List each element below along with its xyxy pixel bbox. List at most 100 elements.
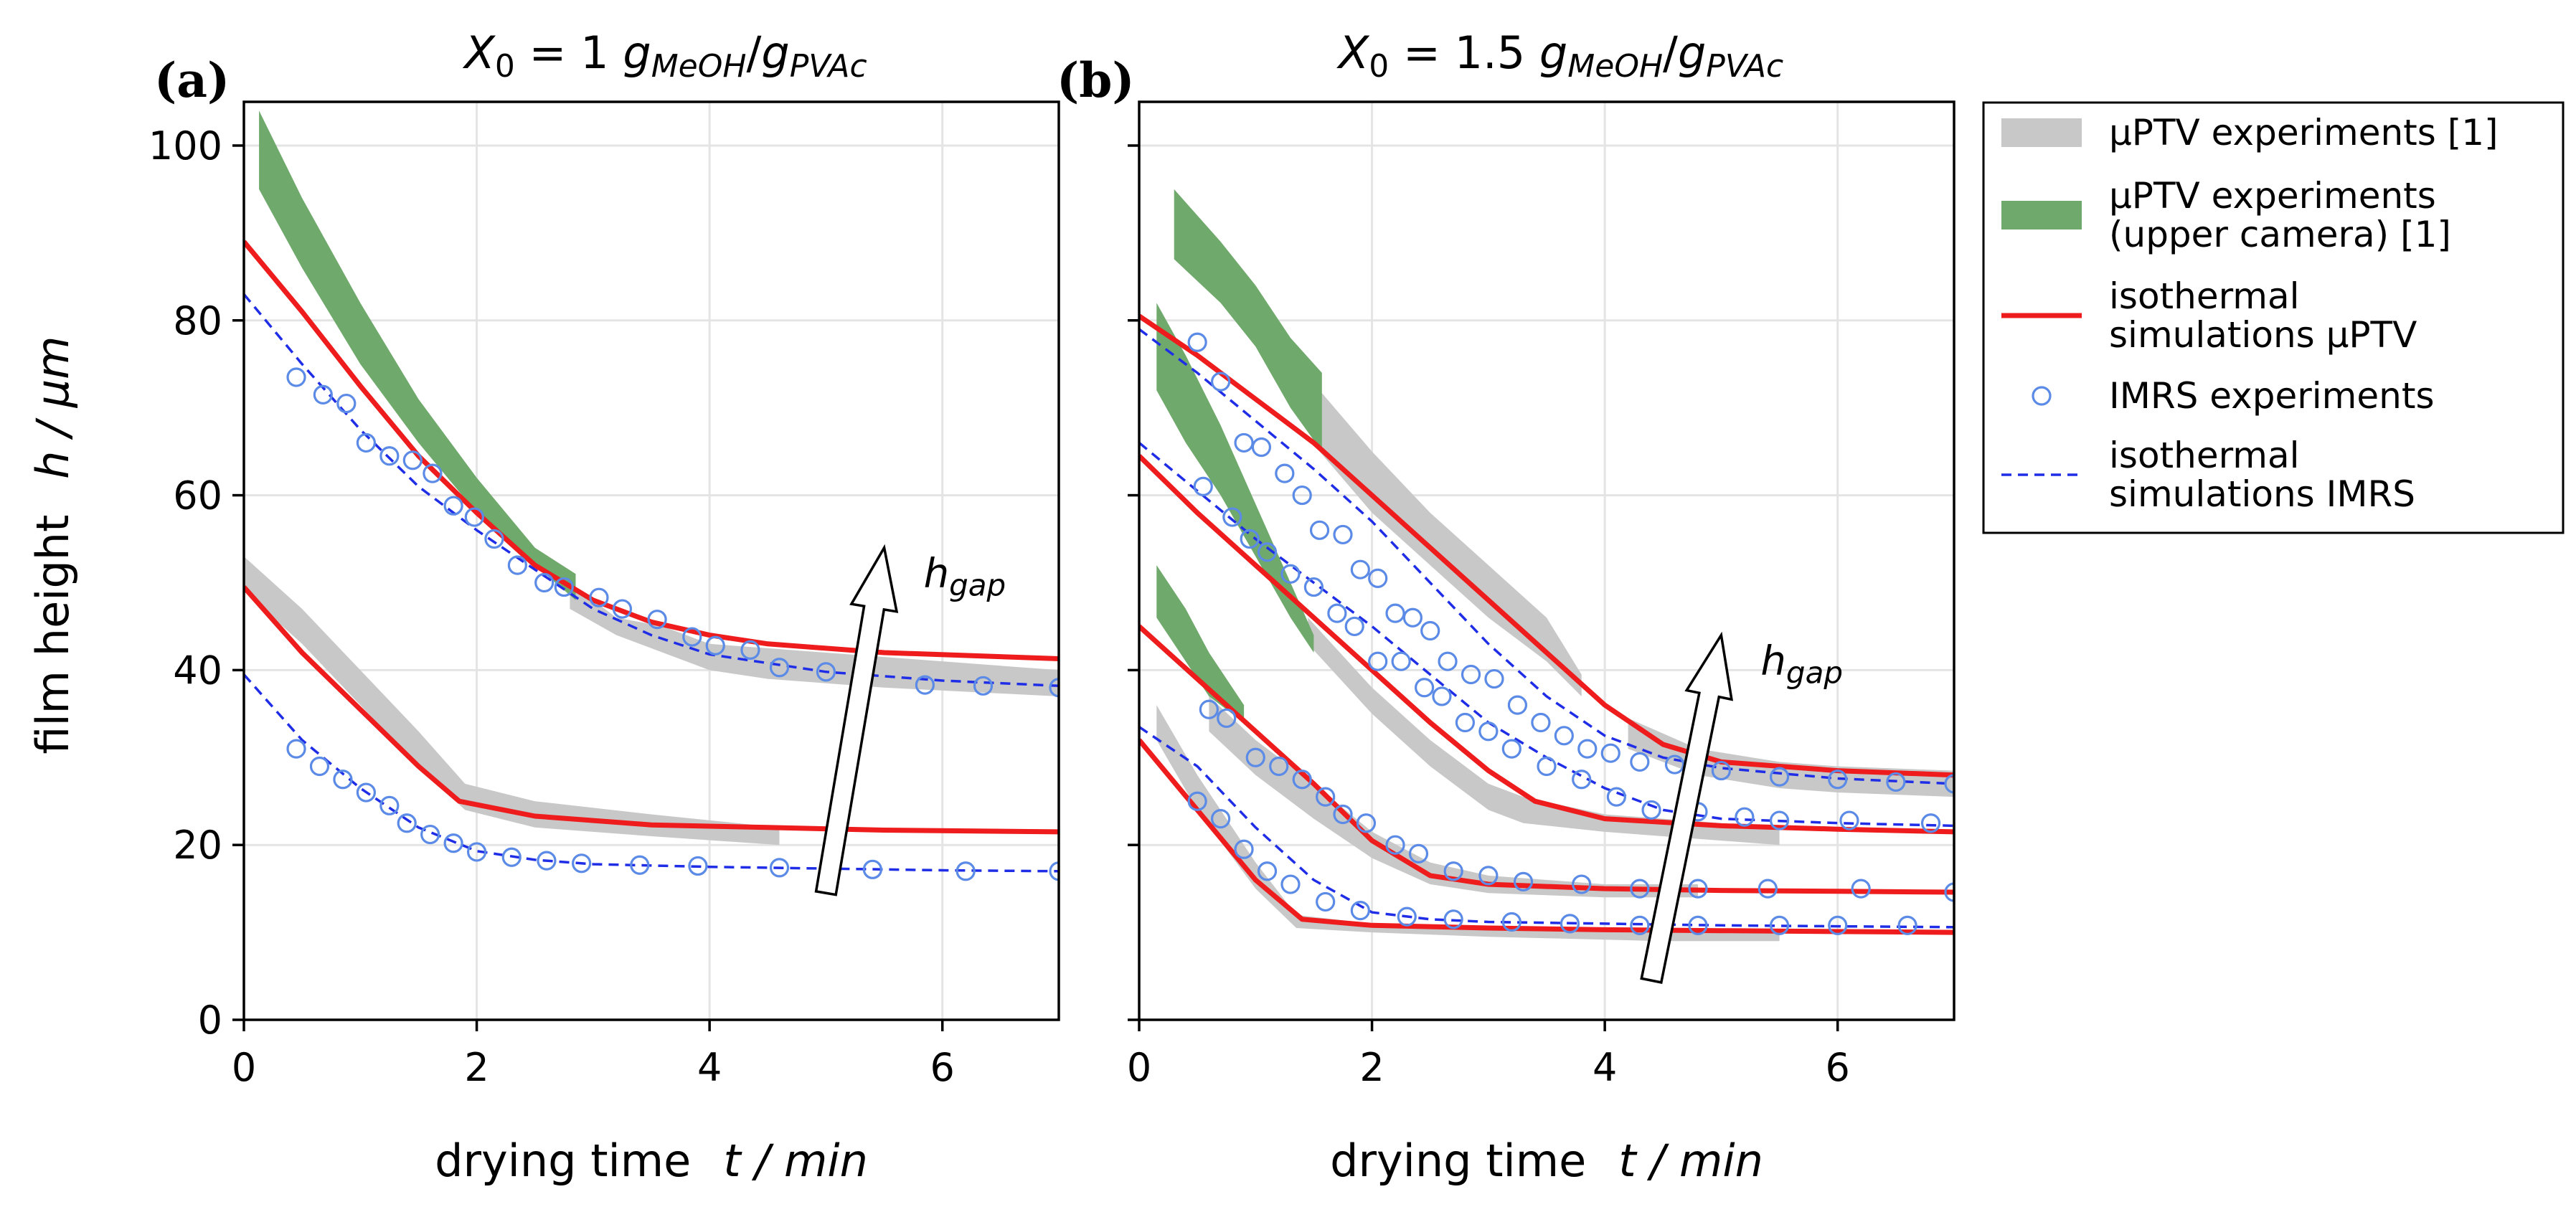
imrs-point xyxy=(336,393,357,414)
imrs-point xyxy=(1501,739,1521,759)
imrs-point xyxy=(769,658,790,678)
panel-label: (a) xyxy=(154,52,230,108)
imrs-point xyxy=(1461,664,1481,685)
imrs-point xyxy=(1049,678,1059,698)
imrs-point xyxy=(1664,754,1685,775)
imrs-point xyxy=(1257,542,1278,562)
imrs-point xyxy=(1217,708,1237,729)
uptv-experiment-band xyxy=(1319,390,1582,696)
imrs-point xyxy=(1443,861,1463,881)
imrs-point xyxy=(612,599,633,619)
imrs-point xyxy=(1222,507,1242,527)
imrs-point xyxy=(1280,564,1301,584)
imrs-point xyxy=(1501,912,1521,932)
y-tick-label: 40 xyxy=(173,648,222,693)
axes-frame xyxy=(242,100,1060,1021)
imrs-point xyxy=(501,847,522,867)
imrs-point xyxy=(507,555,527,575)
x-tick-label: 4 xyxy=(697,1045,722,1090)
imrs-point xyxy=(1688,915,1708,935)
imrs-point xyxy=(1886,772,1906,792)
imrs-point xyxy=(286,367,306,387)
imrs-point xyxy=(862,859,882,879)
imrs-point xyxy=(1234,839,1254,859)
imrs-point xyxy=(1897,915,1917,935)
imrs-point xyxy=(309,756,330,777)
imrs-point xyxy=(1368,651,1388,671)
panel-title: X0 = 1 gMeOH/gPVAc xyxy=(462,27,867,85)
imrs-point xyxy=(915,675,935,695)
legend: μPTV experiments [1] μPTV experiments(upp… xyxy=(1982,101,2565,534)
imrs-point xyxy=(420,824,440,845)
imrs-point xyxy=(1577,739,1598,759)
imrs-point xyxy=(1414,678,1435,698)
legend-swatch xyxy=(2032,386,2052,406)
y-tick-label: 80 xyxy=(173,298,222,344)
legend-label: μPTV experiments [1] xyxy=(2109,112,2499,153)
imrs-point xyxy=(1443,909,1463,929)
imrs-point xyxy=(1478,721,1499,742)
svg-text:film height h / μm: film height h / μm xyxy=(27,336,79,754)
imrs-point xyxy=(1199,699,1219,719)
imrs-point xyxy=(554,577,574,597)
imrs-point xyxy=(286,739,306,759)
imrs-point xyxy=(402,450,423,470)
hgap-arrow xyxy=(1640,631,1734,984)
imrs-point xyxy=(647,610,667,630)
uptv-experiment-band xyxy=(1628,718,1954,797)
imrs-point xyxy=(1316,787,1336,807)
imrs-point xyxy=(464,507,484,527)
imrs-point xyxy=(1234,432,1254,453)
simulation-imrs-line xyxy=(244,293,1059,688)
x-tick-label: 6 xyxy=(1826,1045,1850,1090)
y-axis-label-text: film height xyxy=(27,515,79,754)
imrs-point xyxy=(1385,835,1405,855)
imrs-point xyxy=(1828,770,1848,790)
imrs-point xyxy=(682,627,702,647)
x-tick-label: 0 xyxy=(1127,1045,1151,1090)
uptv-upper-camera-band xyxy=(1174,189,1322,452)
imrs-point xyxy=(333,770,353,790)
simulation-uptv-line xyxy=(1139,454,1954,835)
imrs-point xyxy=(1531,712,1551,733)
imrs-point xyxy=(1251,437,1272,458)
imrs-point xyxy=(1327,603,1347,623)
imrs-point xyxy=(1711,760,1732,781)
legend-entry: μPTV experiments [1] xyxy=(2001,112,2499,153)
x-axis-label: drying time t / min xyxy=(435,1135,868,1187)
imrs-point xyxy=(1944,882,1954,902)
imrs-point xyxy=(1391,651,1411,671)
panel-title: X0 = 1.5 gMeOH/gPVAc xyxy=(1336,27,1783,85)
hgap-arrow xyxy=(814,544,899,896)
imrs-point xyxy=(1560,914,1580,934)
imrs-point xyxy=(1303,577,1324,597)
imrs-point xyxy=(1641,800,1661,820)
imrs-point xyxy=(423,463,443,483)
legend-label: isothermal xyxy=(2109,435,2300,476)
x-tick-label: 0 xyxy=(232,1045,256,1090)
imrs-point xyxy=(1455,712,1476,733)
imrs-point xyxy=(356,432,376,453)
imrs-point xyxy=(1187,332,1207,352)
imrs-point xyxy=(1385,603,1405,623)
imrs-point xyxy=(589,587,609,607)
uptv-experiment-band xyxy=(1308,617,1780,846)
imrs-point xyxy=(1839,810,1859,830)
plot-area xyxy=(244,110,1059,881)
imrs-point xyxy=(1292,770,1312,790)
imrs-point xyxy=(1368,568,1388,588)
imrs-point xyxy=(1735,807,1755,827)
imrs-point xyxy=(1402,607,1423,628)
imrs-point xyxy=(1275,463,1295,483)
imrs-point xyxy=(1572,874,1592,894)
legend-entry: μPTV experiments(upper camera) [1] xyxy=(2001,175,2451,255)
uptv-upper-camera-band xyxy=(1156,565,1245,723)
legend-label: μPTV experiments xyxy=(2109,175,2436,217)
imrs-point xyxy=(484,529,504,549)
imrs-point xyxy=(1478,866,1499,886)
x-tick-label: 2 xyxy=(464,1045,489,1090)
y-tick-label: 20 xyxy=(173,823,222,868)
imrs-point xyxy=(1600,743,1620,763)
y-tick-label: 60 xyxy=(173,473,222,519)
